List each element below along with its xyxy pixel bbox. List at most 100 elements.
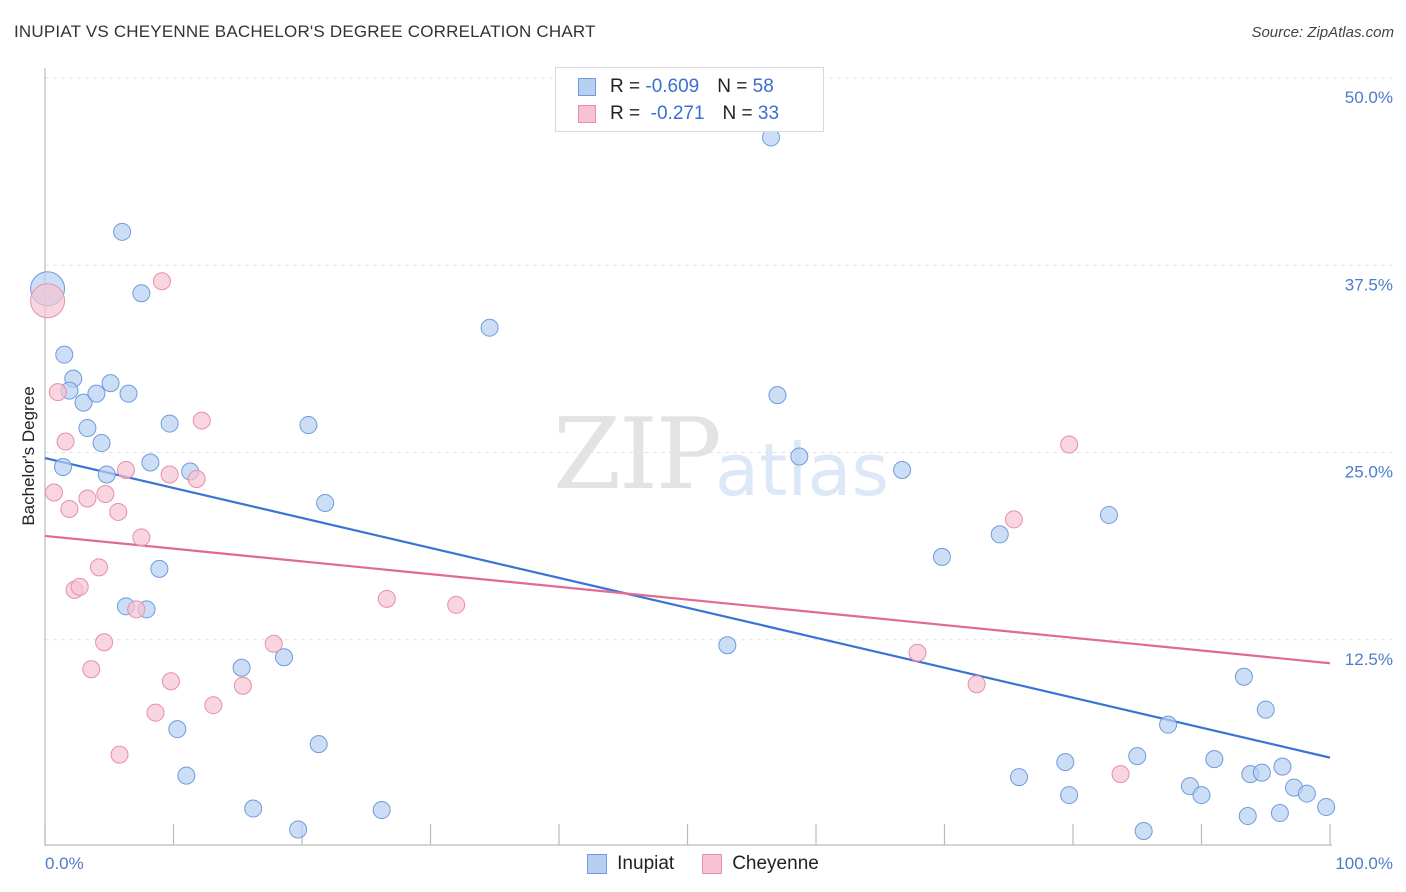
point-cheyenne (56, 432, 75, 451)
point-inupiat (718, 636, 737, 655)
point-cheyenne (152, 272, 171, 291)
data-points (30, 128, 1336, 841)
point-inupiat (78, 419, 97, 438)
chart-title: INUPIAT VS CHEYENNE BACHELOR'S DEGREE CO… (14, 22, 596, 41)
legend-r-value: -0.609 (645, 76, 700, 97)
legend: R = -0.609 N = 58 R = -0.271 N = 33 (555, 67, 824, 132)
point-inupiat (119, 384, 138, 403)
point-cheyenne (908, 643, 927, 662)
trend-line-cheyenne (44, 534, 1331, 665)
point-inupiat (1159, 715, 1178, 734)
point-cheyenne (447, 595, 466, 614)
point-inupiat (92, 434, 111, 453)
point-cheyenne (127, 600, 146, 619)
point-cheyenne (116, 461, 135, 480)
point-inupiat (101, 374, 120, 393)
point-cheyenne (1004, 510, 1023, 529)
point-cheyenne (78, 489, 97, 508)
point-inupiat (87, 384, 106, 403)
point-cheyenne (1111, 765, 1130, 784)
x-tick-label: 0.0% (45, 854, 84, 873)
point-inupiat (1192, 786, 1211, 805)
trend-line-inupiat (44, 456, 1331, 759)
point-inupiat (309, 735, 328, 754)
legend-n-value: 58 (752, 76, 774, 97)
trend-lines (44, 456, 1331, 759)
legend-r-label: R = (610, 103, 646, 124)
legend-r-label: R = (610, 76, 646, 97)
watermark-atlas: atlas (715, 428, 889, 512)
bottom-legend-label-cheyenne: Cheyenne (732, 853, 819, 874)
point-inupiat (1238, 807, 1257, 826)
point-inupiat (372, 801, 391, 820)
point-cheyenne (377, 589, 396, 608)
point-cheyenne (44, 483, 63, 502)
bottom-legend-inupiat: Inupiat (587, 853, 674, 875)
point-inupiat (97, 465, 116, 484)
point-inupiat (289, 820, 308, 839)
y-tick-label: 12.5% (1345, 650, 1393, 669)
legend-row-inupiat: R = -0.609 N = 58 (578, 74, 774, 100)
point-inupiat (53, 458, 72, 477)
point-inupiat (768, 386, 787, 405)
point-inupiat (1270, 804, 1289, 823)
point-inupiat (1234, 667, 1253, 686)
bottom-legend: Inupiat Cheyenne (0, 851, 1406, 877)
point-inupiat (990, 525, 1009, 544)
point-inupiat (141, 453, 160, 472)
tick-labels: 12.5% 25.0% 37.5% 50.0% 0.0% 100.0% Bachelor's… (19, 88, 1393, 873)
point-inupiat (893, 461, 912, 480)
point-inupiat (168, 720, 187, 739)
point-cheyenne (233, 676, 252, 695)
legend-n-label: N = (717, 76, 753, 97)
point-cheyenne (30, 283, 66, 319)
point-inupiat (244, 799, 263, 818)
point-inupiat (1134, 822, 1153, 841)
y-tick-label: 37.5% (1345, 275, 1393, 294)
y-axis-label: Bachelor's Degree (19, 386, 38, 525)
source-credit: Source: ZipAtlas.com (1251, 24, 1394, 41)
point-inupiat (1205, 750, 1224, 769)
point-inupiat (480, 318, 499, 337)
point-inupiat (177, 766, 196, 785)
point-cheyenne (204, 696, 223, 715)
point-inupiat (74, 393, 93, 412)
point-inupiat (113, 222, 132, 241)
point-cheyenne (1060, 435, 1079, 454)
point-inupiat (1060, 786, 1079, 805)
axes (44, 68, 1332, 846)
point-inupiat (55, 345, 74, 364)
legend-row-cheyenne: R = -0.271 N = 33 (578, 101, 779, 127)
point-inupiat (1273, 757, 1292, 776)
point-inupiat (160, 414, 179, 433)
point-inupiat (1099, 505, 1118, 524)
bottom-legend-swatch-cheyenne (702, 854, 723, 874)
point-cheyenne (60, 499, 79, 518)
legend-swatch-inupiat (578, 78, 596, 96)
legend-n-label: N = (722, 103, 758, 124)
point-inupiat (932, 547, 951, 566)
legend-r-value: -0.271 (645, 103, 705, 124)
bottom-legend-label-inupiat: Inupiat (617, 853, 675, 874)
point-inupiat (1297, 784, 1316, 803)
point-inupiat (275, 648, 294, 667)
point-cheyenne (89, 558, 108, 577)
point-inupiat (316, 493, 335, 512)
point-cheyenne (132, 528, 151, 547)
point-cheyenne (192, 411, 211, 430)
point-cheyenne (95, 633, 114, 652)
point-inupiat (150, 559, 169, 578)
point-cheyenne (48, 383, 67, 402)
point-cheyenne (967, 675, 986, 694)
point-inupiat (1128, 747, 1147, 766)
watermark-zip: ZIP (553, 398, 722, 512)
point-inupiat (1256, 700, 1275, 719)
point-cheyenne (264, 634, 283, 653)
point-inupiat (1010, 768, 1029, 787)
bottom-legend-swatch-inupiat (587, 854, 608, 874)
y-tick-label: 50.0% (1345, 88, 1393, 107)
point-cheyenne (70, 577, 89, 596)
point-inupiat (1056, 753, 1075, 772)
point-cheyenne (82, 660, 101, 679)
